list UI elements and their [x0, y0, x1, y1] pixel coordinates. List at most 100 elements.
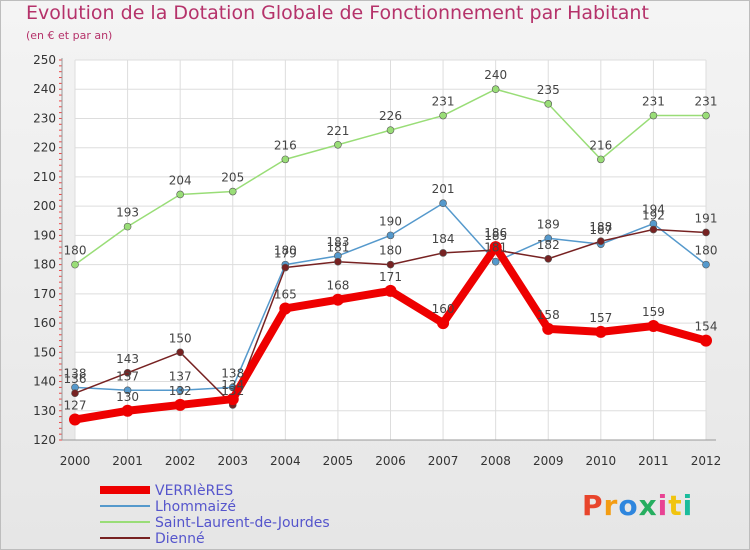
- data-point: [544, 100, 553, 108]
- x-tick-label: 2003: [217, 454, 248, 468]
- data-label: 226: [379, 109, 402, 123]
- data-point: [331, 293, 344, 306]
- data-point: [334, 140, 342, 149]
- logo-letter: x: [638, 489, 658, 522]
- logo-letter: i: [657, 489, 669, 522]
- data-label: 165: [274, 287, 297, 301]
- y-tick-label: 170: [33, 287, 56, 301]
- chart-subtitle: (en € et par an): [26, 29, 113, 42]
- data-label: 194: [642, 203, 665, 217]
- data-point: [176, 348, 184, 357]
- data-point: [121, 404, 134, 417]
- data-label: 240: [484, 68, 507, 82]
- data-point: [386, 260, 395, 269]
- y-tick-label: 240: [33, 82, 56, 96]
- data-label: 180: [274, 244, 297, 258]
- data-label: 235: [537, 83, 560, 97]
- y-tick-label: 230: [33, 111, 56, 125]
- legend-label: Dienné: [155, 531, 205, 547]
- data-point: [71, 260, 79, 269]
- data-point: [174, 398, 187, 411]
- data-label: 179: [274, 247, 297, 261]
- data-point: [71, 389, 79, 398]
- data-label: 181: [326, 241, 349, 255]
- data-label: 189: [537, 217, 560, 231]
- data-label: 168: [326, 279, 349, 293]
- data-point: [176, 190, 184, 199]
- data-label: 181: [484, 241, 507, 255]
- data-point: [281, 263, 290, 272]
- data-label: 132: [169, 384, 192, 398]
- data-point: [647, 320, 660, 332]
- data-label: 159: [642, 305, 665, 319]
- data-label: 134: [221, 378, 244, 392]
- data-label: 231: [432, 95, 455, 109]
- data-point: [544, 234, 553, 243]
- y-tick-label: 130: [33, 404, 56, 418]
- data-label: 154: [695, 320, 718, 334]
- data-point: [439, 199, 447, 208]
- data-label: 180: [379, 244, 402, 258]
- data-point: [384, 284, 397, 297]
- data-label: 204: [169, 173, 192, 187]
- y-tick-label: 120: [33, 433, 56, 447]
- x-tick-label: 2010: [586, 454, 617, 468]
- data-point: [386, 231, 395, 240]
- data-label: 193: [116, 206, 139, 220]
- data-point: [69, 413, 81, 426]
- logo-letter: o: [618, 489, 639, 522]
- data-point: [700, 334, 712, 347]
- x-tick-label: 2006: [375, 454, 406, 468]
- data-point: [281, 155, 290, 164]
- x-tick-label: 2002: [165, 454, 196, 468]
- data-label: 216: [274, 138, 297, 152]
- data-point: [123, 368, 132, 377]
- y-tick-label: 200: [33, 199, 56, 213]
- data-label: 150: [169, 331, 192, 345]
- data-label: 183: [326, 235, 349, 249]
- data-label: 182: [537, 238, 560, 252]
- data-label: 160: [432, 302, 455, 316]
- y-tick-label: 160: [33, 316, 56, 330]
- data-point: [439, 249, 447, 257]
- data-label: 137: [116, 369, 139, 383]
- logo-letter: r: [603, 489, 619, 522]
- data-label: 130: [116, 390, 139, 404]
- y-tick-label: 220: [33, 141, 56, 155]
- data-point: [226, 393, 239, 406]
- data-point: [597, 237, 605, 246]
- data-point: [489, 241, 502, 254]
- y-tick-label: 150: [33, 345, 56, 359]
- data-label: 187: [589, 223, 612, 237]
- data-label: 191: [695, 211, 718, 225]
- data-label: 137: [169, 369, 192, 383]
- data-point: [123, 222, 132, 231]
- data-point: [597, 155, 605, 164]
- data-label: 171: [379, 270, 402, 284]
- data-point: [702, 228, 710, 237]
- data-point: [439, 111, 447, 120]
- data-label: 231: [642, 95, 665, 109]
- x-tick-label: 2009: [533, 454, 564, 468]
- data-label: 132: [221, 384, 244, 398]
- data-label: 157: [589, 311, 612, 325]
- data-label: 190: [379, 214, 402, 228]
- data-point: [437, 317, 450, 330]
- chart-title: Evolution de la Dotation Globale de Fonc…: [26, 2, 649, 24]
- data-point: [544, 254, 553, 263]
- x-tick-label: 2008: [480, 454, 511, 468]
- y-tick-label: 140: [33, 375, 56, 389]
- data-label: 158: [537, 308, 560, 322]
- data-label: 201: [432, 182, 455, 196]
- data-label: 188: [589, 220, 612, 234]
- data-label: 136: [64, 372, 87, 386]
- data-point: [542, 322, 555, 335]
- data-point: [123, 386, 132, 395]
- data-label: 180: [64, 244, 87, 258]
- x-tick-label: 2005: [323, 454, 354, 468]
- y-tick-label: 180: [33, 258, 56, 272]
- data-label: 216: [589, 138, 612, 152]
- data-label: 180: [695, 244, 718, 258]
- y-tick-label: 210: [33, 170, 56, 184]
